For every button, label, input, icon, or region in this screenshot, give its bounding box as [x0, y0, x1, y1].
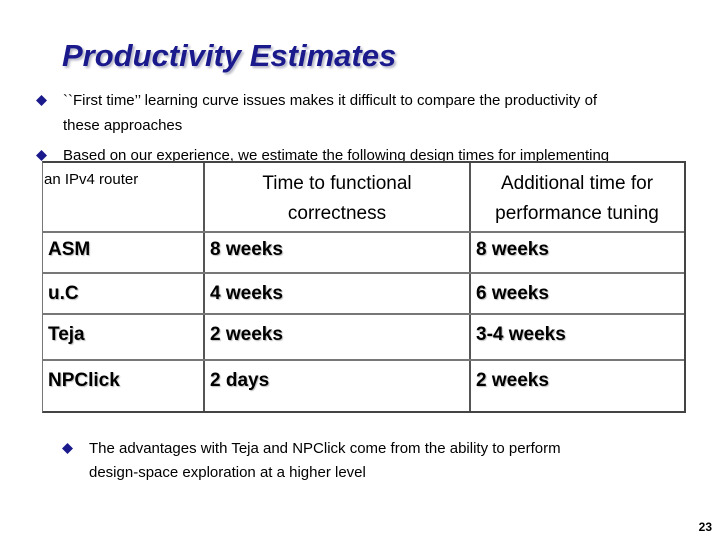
slide-title: Productivity Estimates	[62, 38, 397, 73]
header-functional: Time to functional correctness	[205, 169, 469, 229]
bullet-1-line-1: ``First time’’ learning curve issues mak…	[63, 92, 598, 109]
footer-bullet-line-1: The advantages with Teja and NPClick com…	[89, 440, 561, 457]
header-tuning: Additional time for performance tuning	[471, 169, 683, 229]
footer-bullet-line-2: design-space exploration at a higher lev…	[89, 464, 366, 481]
table-row-tuning: 3-4 weeks	[476, 324, 566, 345]
table-row-tuning: 2 weeks	[476, 370, 549, 391]
diamond-bullet-icon	[62, 443, 73, 454]
row-divider	[43, 359, 684, 361]
header-tuning-line-2: performance tuning	[495, 203, 659, 224]
table-row-functional: 2 weeks	[210, 324, 283, 345]
bullet-2-line-1: Based on our experience, we estimate the…	[63, 147, 610, 164]
table-row-functional: 4 weeks	[210, 283, 283, 304]
table-row-functional: 2 days	[210, 370, 270, 391]
table-row-tuning: 6 weeks	[476, 283, 549, 304]
bullet-2-line-2: an IPv4 router	[44, 171, 143, 188]
table-row-name: Teja	[48, 324, 85, 345]
table-row-tuning: 8 weeks	[476, 239, 549, 260]
header-tuning-line-1: Additional time for	[500, 173, 654, 194]
productivity-table: an IPv4 router Time to functional correc…	[42, 161, 686, 413]
column-divider	[203, 163, 205, 411]
row-divider	[43, 231, 684, 233]
column-divider	[469, 163, 471, 411]
diamond-bullet-icon	[36, 95, 47, 106]
page-number: 23	[698, 520, 712, 534]
row-divider	[43, 313, 684, 315]
diamond-bullet-icon	[36, 150, 47, 161]
bullet-1-line-2: these approaches	[63, 117, 183, 134]
header-functional-line-2: correctness	[287, 203, 387, 224]
row-divider	[43, 272, 684, 274]
table-row-functional: 8 weeks	[210, 239, 283, 260]
table-row-name: u.C	[48, 283, 79, 304]
table-row-name: ASM	[48, 239, 91, 260]
table-row-name: NPClick	[48, 370, 120, 391]
header-functional-line-1: Time to functional	[262, 173, 412, 194]
